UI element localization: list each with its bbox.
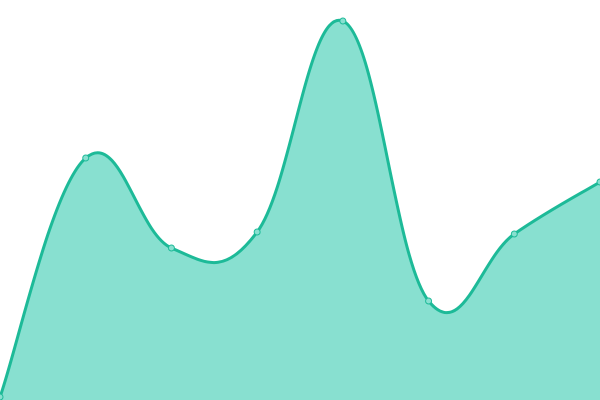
area-fill [0,20,600,400]
point [253,228,261,236]
point [0,393,4,400]
point [596,178,600,186]
point [425,297,433,305]
point [510,230,518,238]
point [339,17,347,25]
point [82,154,90,162]
point [167,244,175,252]
